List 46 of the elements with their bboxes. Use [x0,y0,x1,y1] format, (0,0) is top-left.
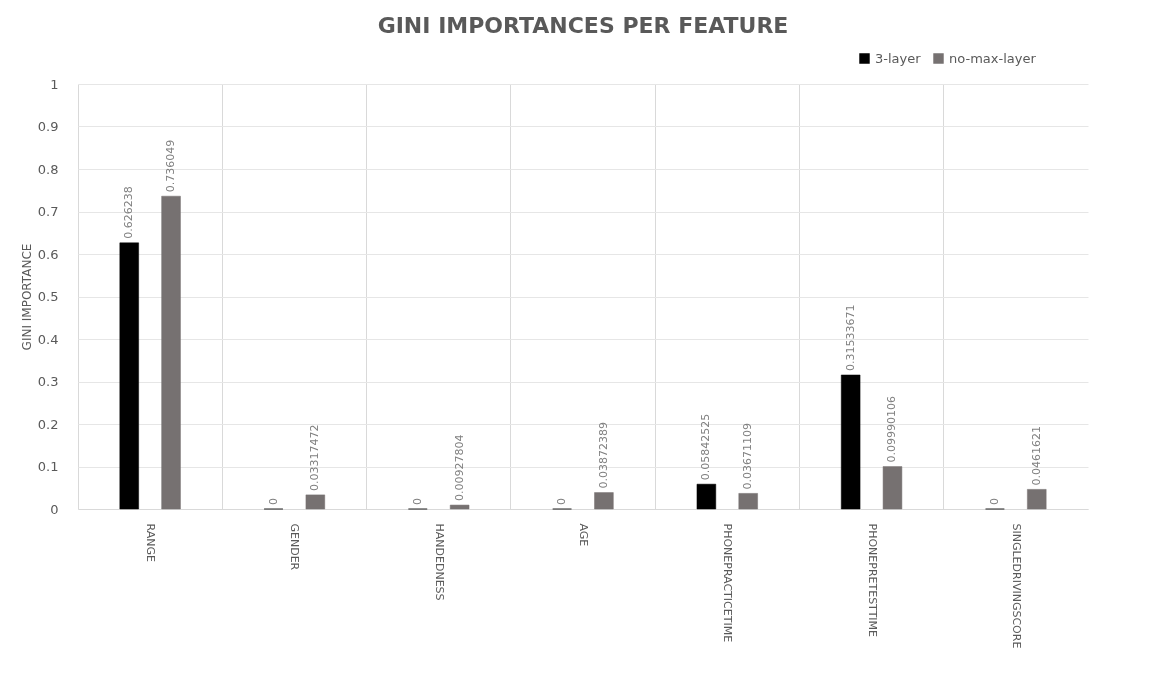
x-tick-label: GENDER [288,523,302,571]
y-tick-label: 0.1 [37,459,59,474]
x-tick-label: SINGLEDRIVINGSCORE [1009,523,1023,649]
bar [882,466,903,510]
bar [1027,489,1047,510]
x-tick-label: AGE [577,523,590,547]
y-axis-title: GINI IMPORTANCE [19,243,34,351]
y-tick-label: 1 [50,76,59,92]
data-label: 0.03317472 [308,424,322,491]
data-label: 0.00927804 [452,434,466,502]
data-label: 0.05842525 [699,413,713,481]
y-tick-label: 0 [50,501,59,517]
x-tick-label: PHONEPRACTICETIME [721,523,735,643]
legend-label: 3-layer [875,50,922,66]
y-tick-label: 0.5 [37,289,59,304]
x-tick-label: HANDEDNESS [432,523,446,601]
data-label: 0.626238 [122,186,136,239]
data-label: 0.09990106 [885,396,899,463]
bar [841,374,861,510]
y-tick-label: 0.7 [37,204,59,219]
data-label: 0 [987,498,1001,505]
bar [696,483,717,510]
y-tick-label: 0.3 [37,374,59,389]
bar [305,494,325,510]
y-tick-label: 0.9 [37,119,59,134]
data-label: 0 [555,498,569,505]
x-tick-label: PHONEPRETESTTIME [865,523,879,638]
data-label: 0.0461621 [1029,425,1043,486]
y-tick-label: 0.2 [37,416,59,432]
x-tick-label: RANGE [144,523,158,562]
bar [449,504,470,510]
bar [738,493,758,510]
data-label: 0.03872389 [596,422,610,489]
bar [594,492,614,510]
data-label: 0 [410,498,424,505]
bar [161,195,181,510]
y-tick-label: 0.6 [37,246,59,262]
data-label: 0 [266,498,280,505]
chart-title: GINI IMPORTANCES PER FEATURE [377,13,789,38]
data-label: 0.736049 [164,139,178,193]
bar [119,242,139,510]
data-label: 0.31533671 [843,304,857,371]
y-tick-label: 0.8 [37,161,59,177]
y-tick-label: 0.4 [37,331,59,347]
legend-label: no-max-layer [949,50,1037,66]
data-label: 0.03671109 [741,422,755,490]
